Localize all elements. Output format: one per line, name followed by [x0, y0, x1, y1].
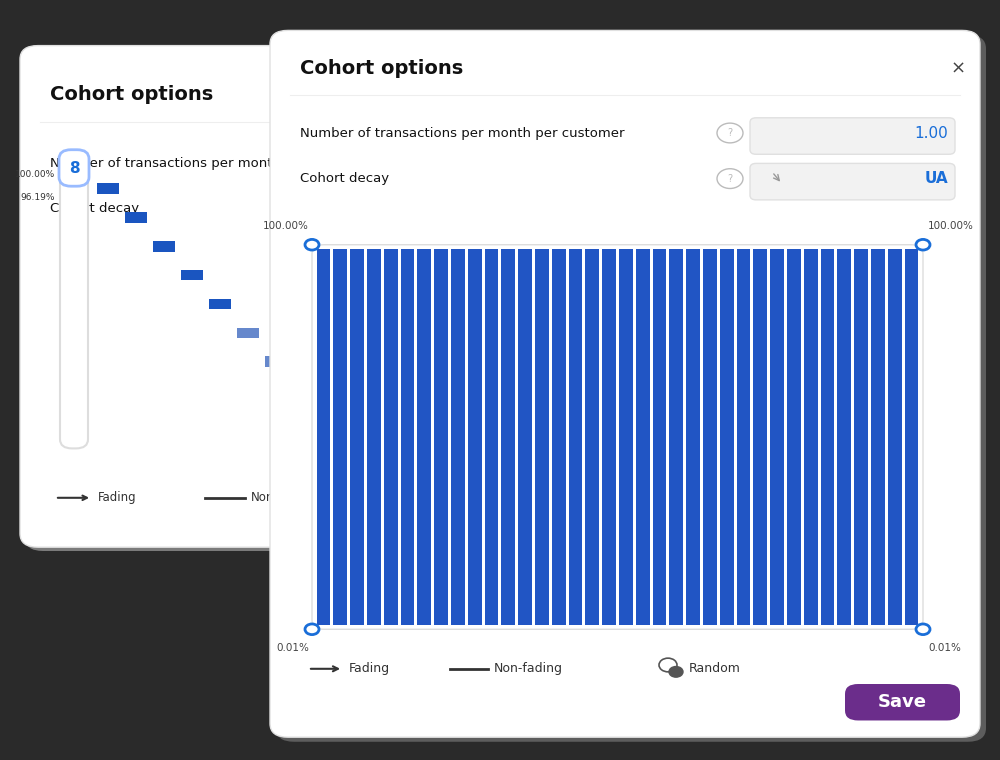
Bar [569, 249, 582, 625]
Bar [350, 249, 364, 625]
Circle shape [305, 239, 319, 250]
Bar [837, 249, 851, 625]
Text: 100.00%: 100.00% [928, 220, 974, 231]
FancyBboxPatch shape [270, 30, 980, 737]
Text: ?: ? [482, 158, 488, 169]
Bar [653, 249, 666, 625]
Text: ×: × [667, 86, 683, 104]
Bar [871, 249, 885, 625]
Text: ?: ? [727, 128, 733, 138]
Bar [703, 249, 717, 625]
Text: B: B [671, 201, 683, 217]
Bar [501, 249, 515, 625]
Text: 1.00: 1.00 [649, 156, 683, 171]
Bar [720, 249, 734, 625]
Text: Cohort options: Cohort options [300, 59, 463, 78]
Bar [401, 249, 414, 625]
Circle shape [916, 239, 930, 250]
Text: Number of transactions per month per customer: Number of transactions per month per cus… [50, 157, 374, 170]
Text: Cohort decay: Cohort decay [50, 202, 139, 216]
Text: 96.19%: 96.19% [21, 193, 55, 202]
Bar [333, 249, 347, 625]
Bar [905, 249, 918, 625]
Bar [451, 249, 465, 625]
Bar [619, 249, 633, 625]
Bar [787, 249, 801, 625]
Bar [237, 328, 259, 338]
Text: 0.01%: 0.01% [928, 643, 961, 654]
Text: Random: Random [689, 662, 741, 676]
Bar [293, 385, 315, 396]
Bar [753, 249, 767, 625]
Text: 1.00: 1.00 [914, 125, 948, 141]
Bar [468, 249, 482, 625]
Bar [265, 356, 287, 367]
Text: Cohort decay: Cohort decay [300, 172, 389, 185]
FancyBboxPatch shape [505, 194, 690, 230]
Text: 100.00%: 100.00% [15, 170, 55, 179]
Bar [552, 249, 566, 625]
Bar [321, 414, 343, 425]
Bar [888, 249, 902, 625]
Bar [585, 249, 599, 625]
Bar [821, 249, 834, 625]
Bar [636, 249, 650, 625]
Text: ×: × [950, 59, 966, 78]
Text: Non-fading: Non-fading [494, 662, 563, 676]
Bar [316, 249, 330, 625]
Bar [125, 212, 147, 223]
Bar [181, 270, 203, 280]
Text: Fading: Fading [98, 491, 137, 505]
Bar [434, 249, 448, 625]
Bar [737, 249, 750, 625]
FancyBboxPatch shape [276, 35, 986, 742]
Text: ?: ? [482, 204, 488, 214]
Bar [417, 249, 431, 625]
Text: 0.01%: 0.01% [276, 643, 309, 654]
Bar [854, 249, 868, 625]
Text: 100.00%: 100.00% [263, 220, 309, 231]
Bar [518, 249, 532, 625]
FancyBboxPatch shape [505, 148, 690, 185]
FancyBboxPatch shape [312, 245, 923, 629]
Circle shape [428, 496, 442, 506]
Text: Non-fading: Non-fading [251, 491, 316, 505]
FancyBboxPatch shape [750, 118, 955, 154]
Bar [602, 249, 616, 625]
Bar [535, 249, 549, 625]
Bar [804, 249, 818, 625]
Text: Cohort options: Cohort options [50, 86, 213, 105]
Bar [367, 249, 381, 625]
FancyBboxPatch shape [25, 49, 705, 551]
Text: Number of transactions per month per customer: Number of transactions per month per cus… [300, 126, 624, 140]
Circle shape [669, 667, 683, 677]
FancyBboxPatch shape [20, 46, 700, 547]
FancyBboxPatch shape [845, 684, 960, 720]
FancyBboxPatch shape [60, 167, 88, 448]
FancyBboxPatch shape [750, 163, 955, 200]
Text: Save: Save [878, 693, 927, 711]
Bar [770, 249, 784, 625]
Bar [97, 183, 119, 194]
Text: UA: UA [924, 171, 948, 186]
Bar [669, 249, 683, 625]
Text: Fading: Fading [349, 662, 390, 676]
Bar [153, 241, 175, 252]
Bar [209, 299, 231, 309]
Bar [485, 249, 498, 625]
Text: Rand: Rand [447, 491, 477, 505]
Bar [384, 249, 398, 625]
FancyBboxPatch shape [59, 150, 89, 186]
Circle shape [305, 624, 319, 635]
Circle shape [916, 624, 930, 635]
Text: ?: ? [727, 173, 733, 184]
Text: 8: 8 [69, 161, 79, 176]
Bar [686, 249, 700, 625]
